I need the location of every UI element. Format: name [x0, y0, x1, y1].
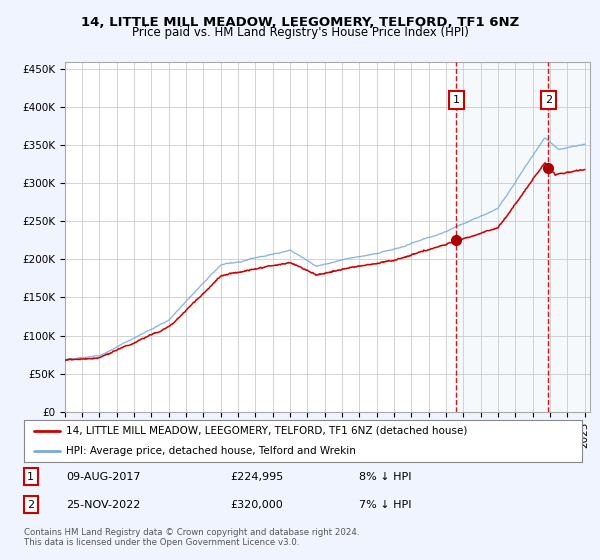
Text: 09-AUG-2017: 09-AUG-2017 [66, 472, 140, 482]
Bar [548, 62, 590, 412]
Text: 8% ↓ HPI: 8% ↓ HPI [359, 472, 412, 482]
Text: HPI: Average price, detached house, Telford and Wrekin: HPI: Average price, detached house, Telf… [66, 446, 356, 456]
Text: £224,995: £224,995 [230, 472, 284, 482]
Text: 14, LITTLE MILL MEADOW, LEEGOMERY, TELFORD, TF1 6NZ: 14, LITTLE MILL MEADOW, LEEGOMERY, TELFO… [81, 16, 519, 29]
Text: Price paid vs. HM Land Registry's House Price Index (HPI): Price paid vs. HM Land Registry's House … [131, 26, 469, 39]
Text: 2: 2 [27, 500, 34, 510]
Text: 1: 1 [453, 95, 460, 105]
Text: 7% ↓ HPI: 7% ↓ HPI [359, 500, 412, 510]
Bar [457, 62, 548, 412]
Text: Contains HM Land Registry data © Crown copyright and database right 2024.
This d: Contains HM Land Registry data © Crown c… [24, 528, 359, 547]
Text: 14, LITTLE MILL MEADOW, LEEGOMERY, TELFORD, TF1 6NZ (detached house): 14, LITTLE MILL MEADOW, LEEGOMERY, TELFO… [66, 426, 467, 436]
Text: 2: 2 [545, 95, 552, 105]
Text: 25-NOV-2022: 25-NOV-2022 [66, 500, 140, 510]
Text: 1: 1 [27, 472, 34, 482]
Text: £320,000: £320,000 [230, 500, 283, 510]
